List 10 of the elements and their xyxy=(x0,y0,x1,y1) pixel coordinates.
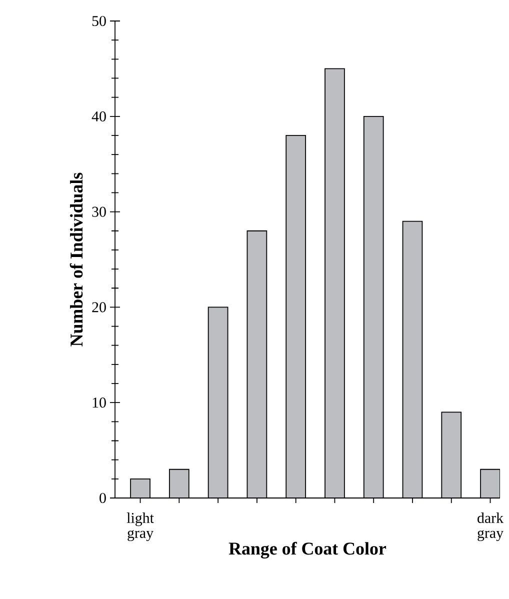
y-tick-label: 10 xyxy=(92,398,106,408)
x-axis-title: Range of Coat Color xyxy=(228,542,386,558)
y-tick-label: 40 xyxy=(92,111,106,122)
y-tick-label: 0 xyxy=(100,492,106,504)
y-axis-title: Number of Individuals xyxy=(70,172,83,346)
y-tick-label: 20 xyxy=(92,302,106,312)
x-tick-label: dark gray xyxy=(478,512,504,542)
y-tick-label: 50 xyxy=(92,16,106,26)
y-tick-label: 30 xyxy=(92,206,106,217)
x-tick-label: light gray xyxy=(126,512,154,542)
